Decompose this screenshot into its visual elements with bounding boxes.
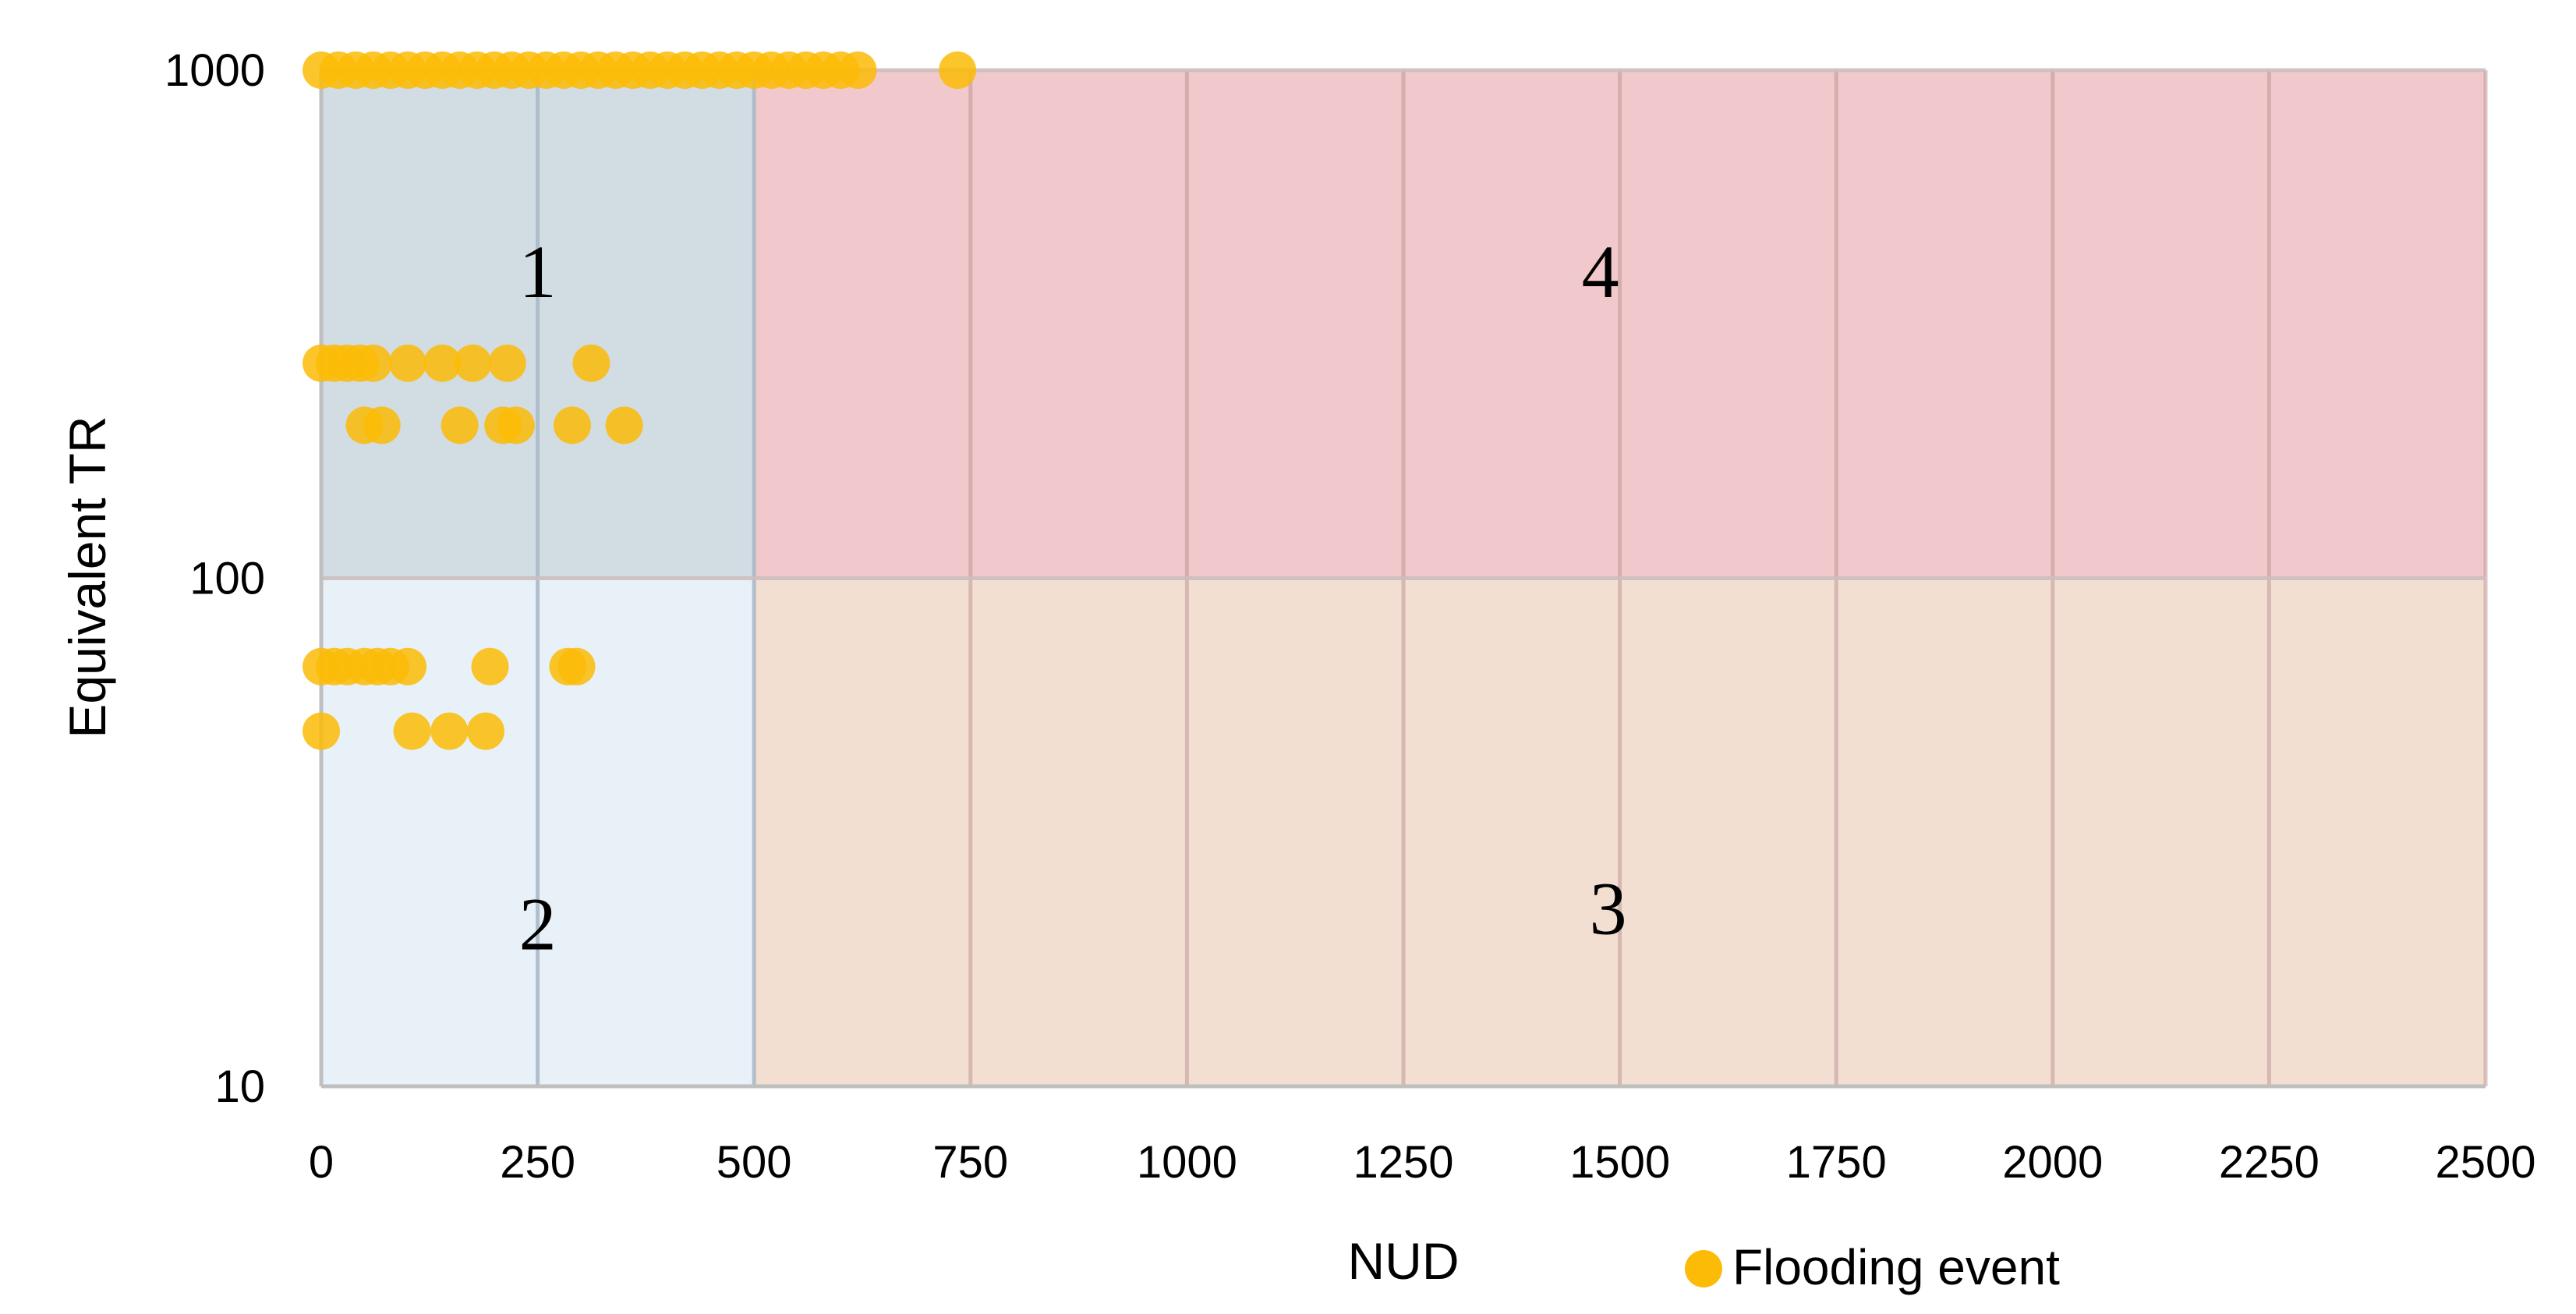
data-point (441, 406, 479, 444)
data-point (389, 647, 427, 685)
x-tick-label: 500 (717, 1137, 792, 1188)
data-point (393, 712, 431, 750)
data-point (939, 51, 977, 89)
data-point (572, 344, 610, 382)
data-point (471, 647, 509, 685)
data-point (839, 51, 877, 89)
zone-label-4: 4 (1582, 230, 1619, 313)
x-tick-label: 750 (932, 1137, 1008, 1188)
zone-label-2: 2 (519, 882, 557, 965)
data-point (557, 647, 596, 685)
data-point (423, 344, 462, 382)
data-point (466, 712, 504, 750)
y-tick-label: 100 (189, 554, 265, 604)
zone-label-3: 3 (1590, 866, 1627, 950)
zone-labels: 1 2 3 4 (519, 230, 1627, 966)
zone-label-1: 1 (519, 230, 557, 313)
x-tick-label: 250 (500, 1137, 575, 1188)
x-tick-label: 0 (309, 1137, 334, 1188)
legend-marker (1685, 1250, 1722, 1287)
x-axis-title: NUD (1348, 1232, 1460, 1290)
data-point (303, 712, 340, 750)
x-tick-labels: 0 250 500 750 1000 1250 1500 1750 2000 2250 2500 (309, 1137, 2536, 1188)
y-axis-title: Equivalent TR (58, 416, 116, 738)
data-point (389, 344, 427, 382)
x-tick-label: 1000 (1137, 1137, 1237, 1188)
data-point (554, 406, 592, 444)
data-point (363, 406, 401, 444)
x-tick-label: 2250 (2219, 1137, 2319, 1188)
data-point (454, 344, 492, 382)
axes (319, 70, 2486, 1089)
x-tick-label: 1250 (1353, 1137, 1453, 1188)
data-point (497, 406, 535, 444)
y-tick-label: 1000 (165, 45, 265, 96)
data-point (354, 344, 392, 382)
legend-label: Flooding event (1732, 1239, 2060, 1295)
x-tick-label: 1500 (1569, 1137, 1670, 1188)
x-tick-label: 2500 (2435, 1137, 2535, 1188)
legend: Flooding event (1685, 1239, 2060, 1295)
data-point (605, 406, 643, 444)
data-point (488, 344, 526, 382)
y-tick-label: 10 (214, 1061, 265, 1112)
x-tick-label: 1750 (1786, 1137, 1887, 1188)
data-points (303, 51, 977, 750)
y-tick-labels: 10 100 1000 (165, 45, 265, 1112)
x-tick-label: 2000 (2002, 1137, 2103, 1188)
data-point (430, 712, 469, 750)
